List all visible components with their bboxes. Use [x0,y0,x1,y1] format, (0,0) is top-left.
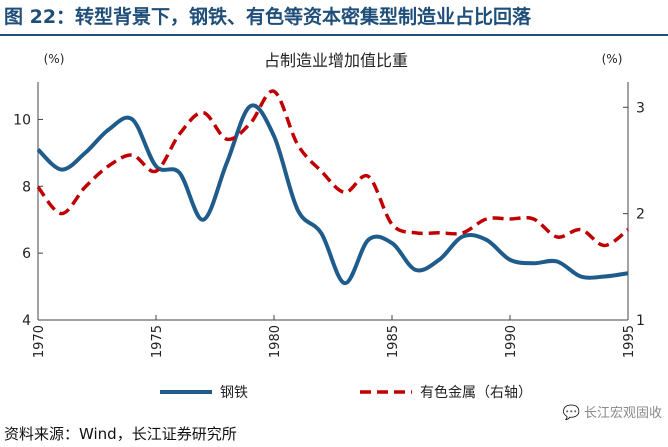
right-tick-label: 3 [636,100,645,116]
chart-title: 占制造业增加值比重 [264,51,408,70]
chart-legend: 钢铁 有色金属（右轴） [160,384,532,401]
legend-item-nonferrous-label: 有色金属（右轴） [420,384,532,401]
left-axis-unit: (%) [44,52,65,66]
right-axis-unit: (%) [602,52,623,66]
left-tick-label: 4 [22,313,31,329]
title-divider [0,34,668,36]
x-tick-label: 1975 [150,325,165,358]
x-tick-label: 1980 [268,325,283,358]
x-tick-label: 1970 [32,325,47,358]
watermark: 💬 长江宏观固收 [563,402,662,424]
right-tick-label: 1 [636,313,645,329]
series-lines [36,89,630,286]
left-tick-label: 6 [22,246,31,262]
right-tick-label: 2 [636,207,645,223]
wechat-bubble-icon: 💬 [562,405,580,421]
watermark-text: 长江宏观固收 [583,406,662,421]
x-tick-label: 1985 [386,325,401,358]
legend-item-steel-label: 钢铁 [220,385,248,401]
series-line-nonferrous [36,89,630,248]
source-note: 资料来源：Wind，长江证券研究所 [4,425,237,443]
left-tick-label: 8 [22,179,31,195]
series-line-steel [36,103,629,286]
figure-title: 图 22：转型背景下，钢铁、有色等资本密集型制造业占比回落 [4,6,532,28]
x-tick-label: 1990 [504,325,519,358]
left-tick-label: 10 [13,112,31,128]
x-tick-label: 1995 [622,325,637,358]
